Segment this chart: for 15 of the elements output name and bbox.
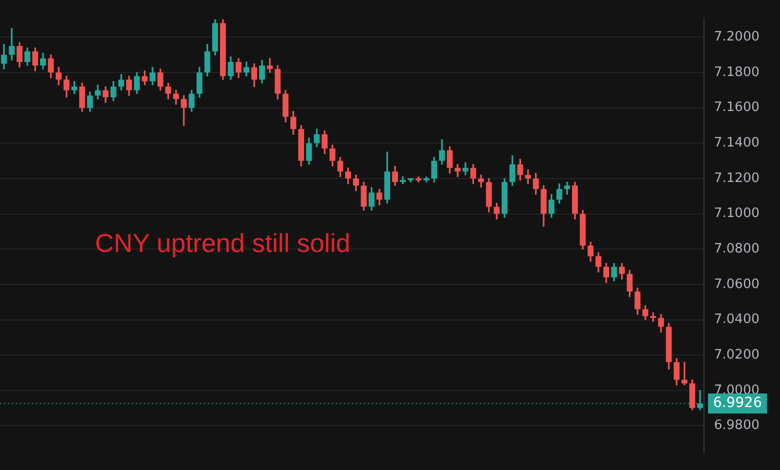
- y-tick-label: 7.0800: [714, 242, 760, 256]
- y-tick-label: 7.0200: [714, 347, 760, 362]
- y-tick-label: 7.1000: [714, 206, 760, 222]
- y-tick-label: 7.1800: [714, 64, 760, 80]
- y-tick-label: 7.1200: [714, 170, 760, 186]
- candlestick: [682, 362, 688, 386]
- ref-line-label: 6.9926: [713, 395, 762, 412]
- candlestick: [525, 169, 531, 184]
- y-tick-label: 7.1600: [714, 100, 760, 116]
- y-tick-label: 7.0600: [714, 276, 760, 292]
- y-tick-label: 7.2000: [714, 30, 760, 45]
- annotation: CNY uptrend still solid: [95, 228, 350, 259]
- y-tick-label: 7.1400: [714, 136, 760, 151]
- y-tick-label: 7.0400: [714, 312, 760, 328]
- y-tick-label: 6.9800: [714, 418, 760, 434]
